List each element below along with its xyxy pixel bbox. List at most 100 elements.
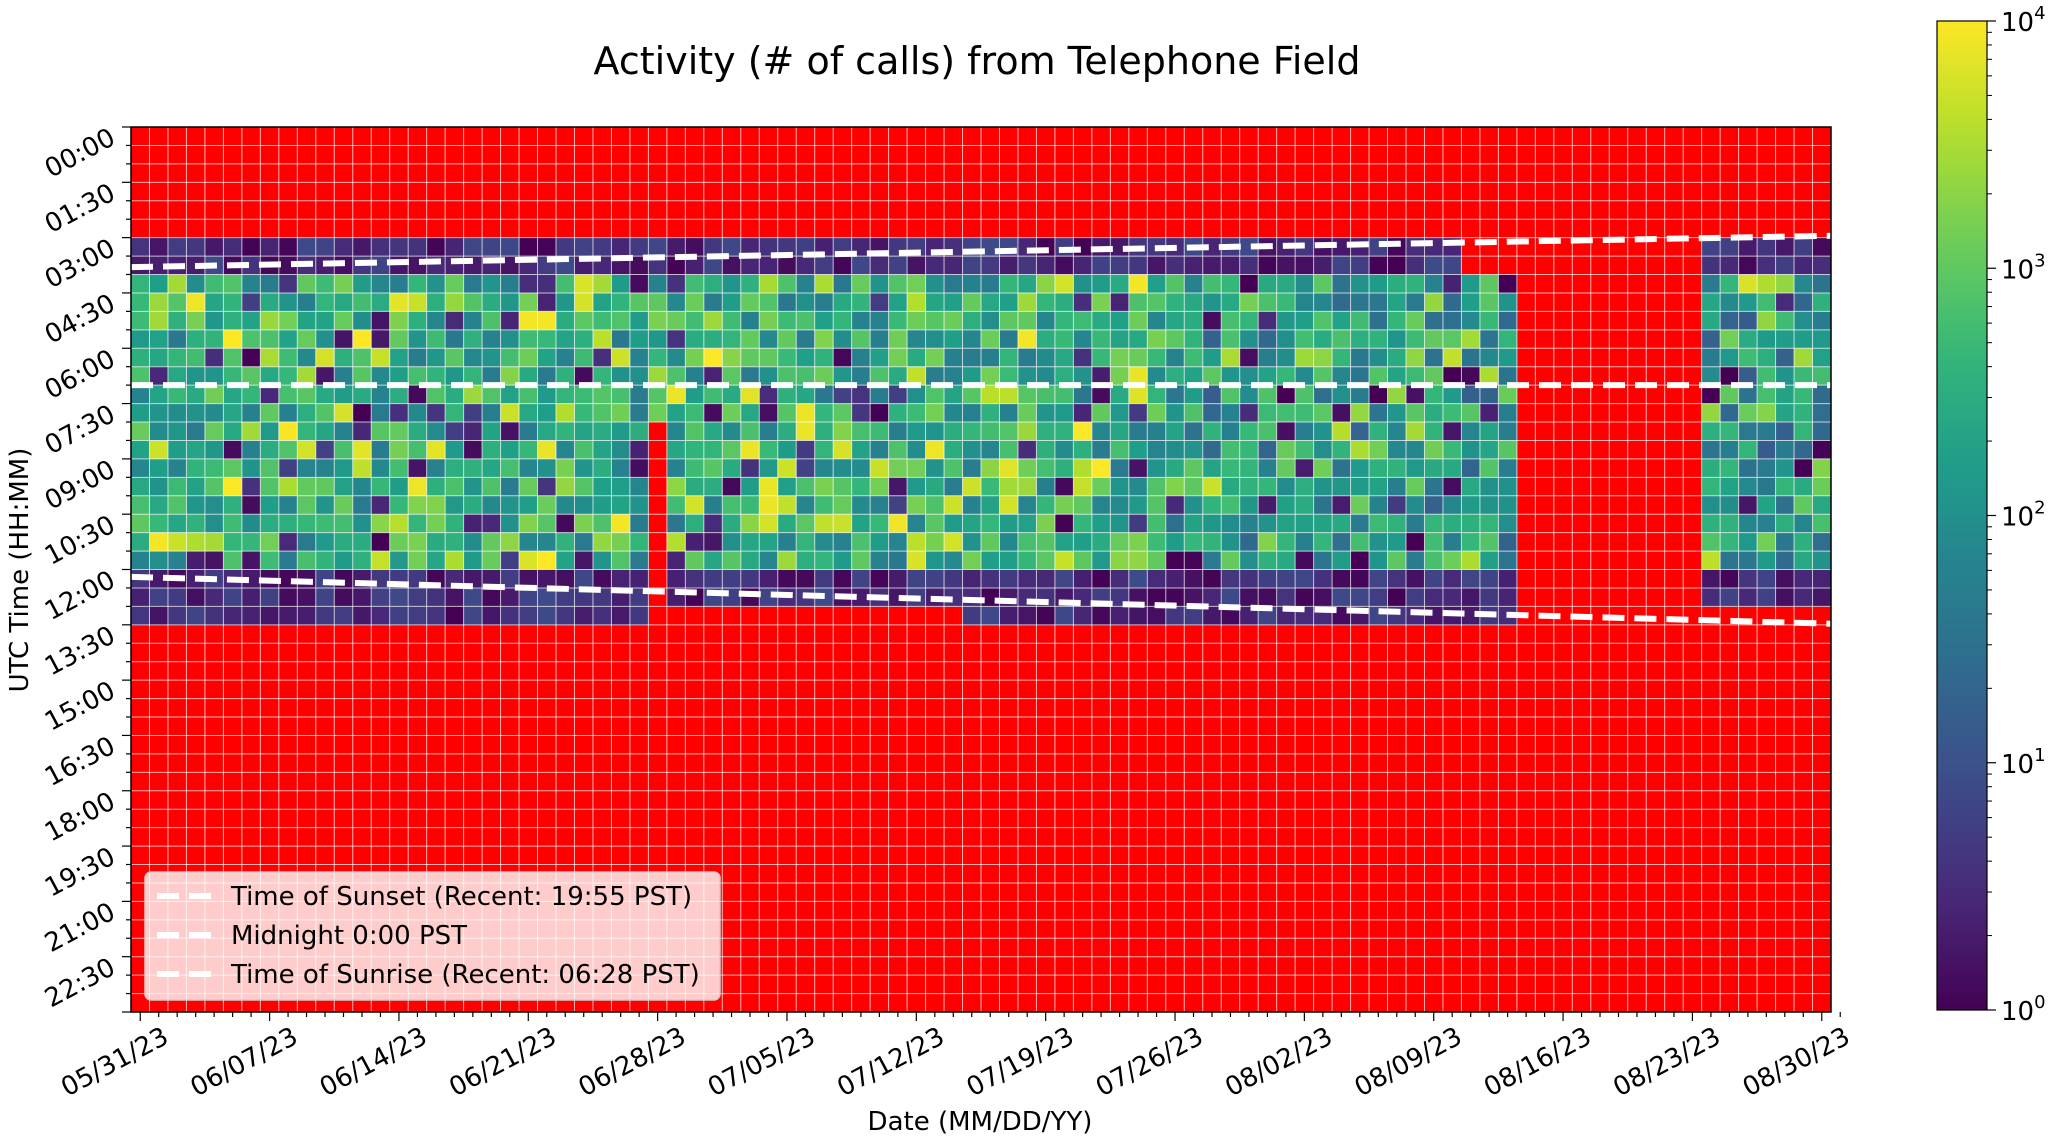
heatmap-cell [648, 311, 668, 331]
heatmap-cell [463, 292, 483, 312]
heatmap-cell [241, 422, 261, 441]
heatmap-cell [1202, 422, 1222, 441]
heatmap-cell [556, 551, 575, 570]
heatmap-cell [1128, 403, 1148, 423]
heatmap-cell [1091, 274, 1111, 294]
heatmap-cell [445, 274, 464, 294]
heatmap-cell [1738, 458, 1758, 478]
heatmap-cell [703, 440, 723, 460]
heatmap-cell [592, 348, 612, 367]
heatmap-cell [1720, 403, 1739, 423]
heatmap-cell [1147, 477, 1167, 497]
heatmap-cell [297, 422, 317, 441]
heatmap-cell [500, 403, 520, 423]
heatmap-cell [1424, 532, 1444, 552]
heatmap-cell [1775, 292, 1795, 312]
heatmap-cell [352, 292, 372, 312]
heatmap-cell [1147, 569, 1167, 589]
heatmap-cell [999, 532, 1019, 552]
heatmap-cell [204, 329, 224, 349]
heatmap-cell [777, 274, 797, 294]
heatmap-cell [315, 587, 335, 607]
heatmap-cell [1775, 329, 1795, 349]
heatmap-cell [1295, 551, 1314, 570]
heatmap-cell [463, 458, 483, 478]
heatmap-cell [1701, 532, 1721, 552]
heatmap-cell [482, 348, 501, 367]
heatmap-cell [611, 403, 631, 423]
heatmap-cell [1442, 292, 1462, 312]
heatmap-cell [851, 292, 871, 312]
heatmap-cell [149, 587, 169, 607]
heatmap-cell [463, 403, 483, 423]
heatmap-cell [463, 311, 483, 331]
heatmap-cell [408, 292, 427, 312]
heatmap-cell [629, 440, 649, 460]
heatmap-cell [260, 587, 280, 607]
heatmap-cell [1461, 587, 1481, 607]
heatmap-cell [1738, 292, 1758, 312]
heatmap-cell [999, 385, 1019, 404]
heatmap-cell [1775, 256, 1795, 275]
heatmap-cell [149, 366, 169, 386]
heatmap-cell [149, 422, 169, 441]
heatmap-cell [1794, 329, 1813, 349]
heatmap-cell [1221, 458, 1240, 478]
heatmap-cell [1147, 311, 1167, 331]
heatmap-cell [722, 569, 742, 589]
heatmap-cell [1757, 366, 1776, 386]
heatmap-cell [1479, 366, 1499, 386]
heatmap-cell [1258, 458, 1277, 478]
heatmap-cell [851, 256, 871, 275]
heatmap-cell [131, 403, 150, 423]
heatmap-cell [1054, 274, 1074, 294]
heatmap-cell [1350, 422, 1370, 441]
heatmap-cell [445, 292, 464, 312]
heatmap-cell [925, 292, 945, 312]
heatmap-cell [1369, 311, 1388, 331]
heatmap-cell [223, 366, 243, 386]
heatmap-cell [1017, 311, 1037, 331]
heatmap-cell [962, 606, 982, 626]
heatmap-cell [1424, 366, 1444, 386]
heatmap-cell [223, 311, 243, 331]
heatmap-cell [1387, 422, 1407, 441]
heatmap-cell [1165, 366, 1185, 386]
heatmap-cell [204, 292, 224, 312]
heatmap-cell [131, 237, 150, 257]
heatmap-cell [1350, 587, 1370, 607]
heatmap-cell [1701, 274, 1721, 294]
heatmap-cell [962, 385, 982, 404]
heatmap-cell [925, 458, 945, 478]
heatmap-cell [1110, 366, 1130, 386]
heatmap-cell [870, 385, 889, 404]
heatmap-cell [1073, 403, 1093, 423]
heatmap-cell [759, 532, 779, 552]
heatmap-cell [814, 477, 834, 497]
heatmap-cell [278, 348, 298, 367]
heatmap-cell [851, 440, 871, 460]
legend-label: Time of Sunset (Recent: 19:55 PST) [230, 882, 692, 912]
heatmap-cell [1387, 311, 1407, 331]
heatmap-cell [1036, 274, 1056, 294]
heatmap-cell [1239, 256, 1259, 275]
heatmap-cell [833, 366, 852, 386]
heatmap-cell [1165, 292, 1185, 312]
heatmap-cell [334, 606, 354, 626]
heatmap-cell [999, 477, 1019, 497]
heatmap-cell [1701, 292, 1721, 312]
heatmap-cell [592, 495, 612, 515]
heatmap-cell [1313, 256, 1333, 275]
heatmap-cell [1128, 329, 1148, 349]
heatmap-cell [1461, 274, 1481, 294]
heatmap-cell [500, 292, 520, 312]
heatmap-cell [648, 403, 668, 423]
heatmap-cell [1757, 514, 1776, 533]
heatmap-cell [1295, 422, 1314, 441]
heatmap-cell [1221, 366, 1240, 386]
heatmap-cell [1313, 348, 1333, 367]
heatmap-cell [186, 348, 206, 367]
heatmap-cell [1738, 366, 1758, 386]
heatmap-cell [666, 514, 686, 533]
heatmap-cell [1369, 551, 1388, 570]
